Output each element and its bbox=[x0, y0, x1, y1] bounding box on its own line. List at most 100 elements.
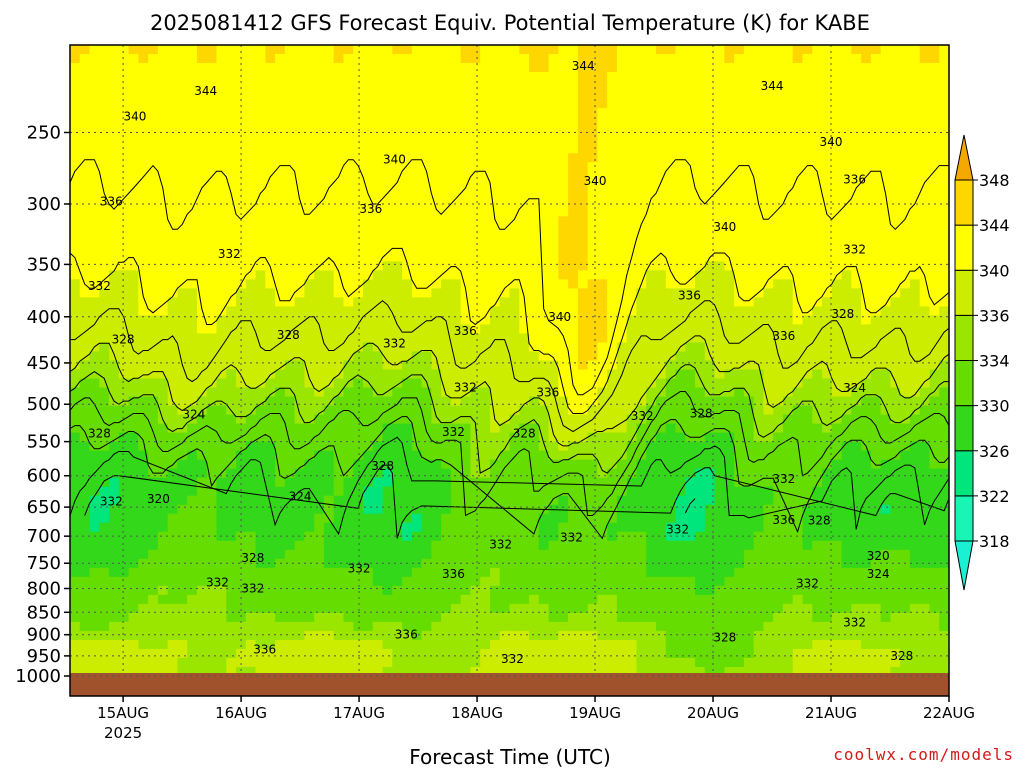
field-cell bbox=[353, 99, 364, 109]
field-cell bbox=[196, 117, 208, 127]
field-cell bbox=[489, 504, 501, 515]
field-cell bbox=[626, 414, 638, 425]
field-cell bbox=[275, 594, 286, 605]
field-cell bbox=[685, 90, 696, 100]
field-cell bbox=[558, 585, 569, 596]
field-cell bbox=[685, 198, 696, 208]
field-cell bbox=[460, 405, 472, 416]
field-cell bbox=[509, 450, 520, 461]
field-cell bbox=[138, 81, 149, 91]
field-cell bbox=[509, 657, 520, 668]
field-cell bbox=[597, 522, 608, 533]
field-cell bbox=[265, 144, 276, 154]
field-cell bbox=[626, 45, 638, 55]
field-cell bbox=[529, 216, 540, 226]
field-cell bbox=[128, 360, 139, 371]
field-cell bbox=[382, 360, 393, 371]
field-cell bbox=[568, 594, 579, 605]
field-cell bbox=[314, 279, 325, 289]
field-cell bbox=[294, 522, 305, 533]
field-cell bbox=[343, 81, 354, 91]
field-cell bbox=[343, 153, 354, 163]
field-cell bbox=[167, 612, 179, 623]
field-cell bbox=[118, 90, 130, 100]
field-cell bbox=[519, 486, 530, 497]
field-cell bbox=[128, 522, 139, 533]
field-cell bbox=[665, 171, 677, 181]
field-cell bbox=[402, 666, 413, 677]
field-cell bbox=[343, 360, 354, 371]
field-cell bbox=[294, 612, 305, 623]
field-cell bbox=[226, 135, 237, 145]
field-cell bbox=[568, 369, 579, 380]
field-cell bbox=[294, 585, 305, 596]
field-cell bbox=[753, 279, 765, 289]
field-cell bbox=[675, 162, 686, 172]
field-cell bbox=[216, 657, 227, 668]
field-cell bbox=[157, 270, 169, 280]
field-cell bbox=[704, 99, 716, 109]
field-cell bbox=[353, 630, 364, 641]
field-cell bbox=[245, 369, 257, 380]
field-cell bbox=[216, 297, 227, 308]
field-cell bbox=[597, 576, 608, 587]
field-cell bbox=[392, 639, 403, 650]
field-cell bbox=[284, 558, 296, 569]
field-cell bbox=[167, 135, 179, 145]
field-cell bbox=[109, 549, 120, 560]
field-cell bbox=[323, 486, 335, 497]
field-cell bbox=[245, 270, 257, 280]
field-cell bbox=[128, 369, 139, 380]
field-cell bbox=[616, 45, 628, 55]
field-cell bbox=[616, 450, 628, 461]
field-cell bbox=[333, 180, 345, 190]
field-cell bbox=[753, 153, 765, 163]
field-cell bbox=[656, 486, 667, 497]
field-cell bbox=[441, 225, 452, 235]
field-cell bbox=[616, 423, 628, 434]
field-cell bbox=[519, 369, 530, 380]
field-cell bbox=[656, 450, 667, 461]
field-cell bbox=[685, 504, 696, 515]
field-cell bbox=[675, 495, 686, 506]
field-cell bbox=[519, 378, 530, 389]
field-cell bbox=[196, 639, 208, 650]
field-cell bbox=[226, 513, 237, 524]
field-cell bbox=[294, 54, 305, 64]
field-cell bbox=[187, 657, 198, 668]
field-cell bbox=[538, 423, 550, 434]
field-cell bbox=[79, 639, 91, 650]
field-cell bbox=[441, 207, 452, 217]
field-cell bbox=[607, 432, 618, 443]
field-cell bbox=[704, 63, 716, 73]
field-cell bbox=[206, 306, 218, 317]
field-cell bbox=[255, 234, 266, 244]
field-cell bbox=[421, 666, 432, 677]
field-cell bbox=[216, 144, 227, 154]
field-cell bbox=[372, 207, 384, 217]
field-cell bbox=[538, 531, 550, 542]
field-cell bbox=[304, 225, 315, 235]
field-cell bbox=[187, 342, 198, 353]
field-cell bbox=[626, 54, 638, 64]
field-cell bbox=[450, 396, 462, 407]
field-cell bbox=[236, 441, 247, 452]
field-cell bbox=[402, 405, 413, 416]
field-cell bbox=[89, 99, 100, 109]
field-cell bbox=[196, 594, 208, 605]
field-cell bbox=[304, 531, 315, 542]
field-cell bbox=[138, 648, 149, 659]
field-cell bbox=[470, 648, 481, 659]
field-cell bbox=[118, 486, 130, 497]
field-cell bbox=[489, 198, 501, 208]
field-cell bbox=[363, 396, 374, 407]
field-cell bbox=[382, 513, 393, 524]
field-cell bbox=[421, 369, 432, 380]
field-cell bbox=[382, 387, 393, 398]
field-cell bbox=[236, 630, 247, 641]
field-cell bbox=[538, 585, 550, 596]
field-cell bbox=[441, 342, 452, 353]
field-cell bbox=[128, 630, 139, 641]
field-cell bbox=[99, 513, 110, 524]
field-cell bbox=[450, 585, 462, 596]
